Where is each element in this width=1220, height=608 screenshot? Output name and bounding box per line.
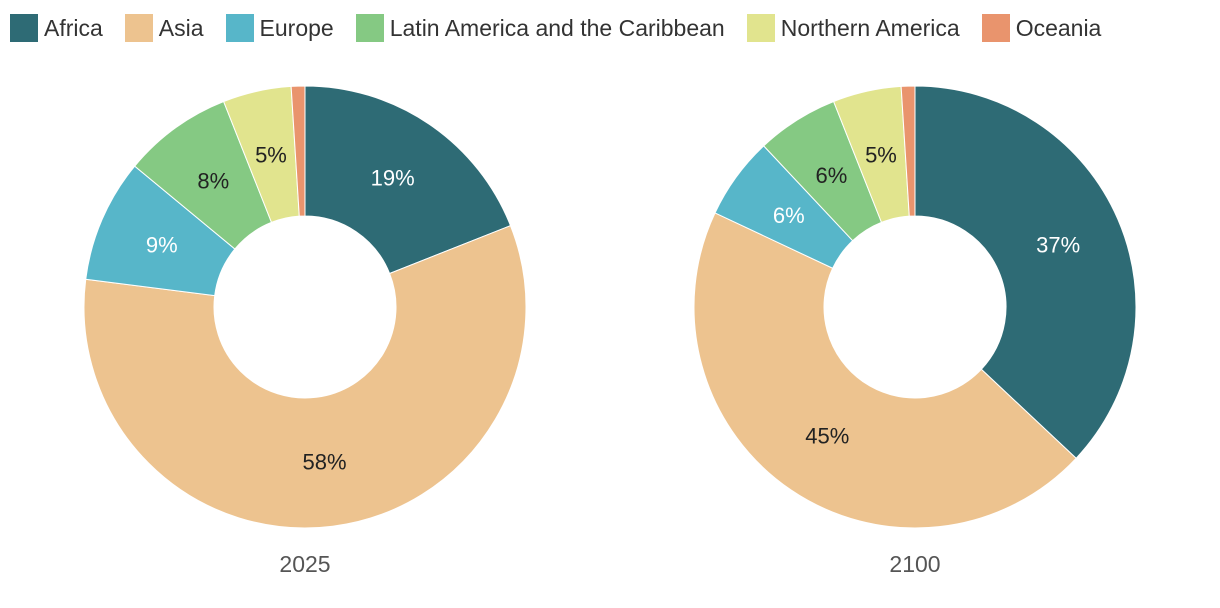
legend-swatch <box>124 14 153 42</box>
legend-label: Oceania <box>1015 14 1102 41</box>
legend-item-europe[interactable]: Europe <box>225 14 334 42</box>
slice-asia[interactable] <box>693 212 1077 529</box>
slice-oceania[interactable] <box>290 85 306 217</box>
slice-africa[interactable] <box>914 85 1137 459</box>
slice-label-northern-america: 5% <box>255 142 287 167</box>
legend-label: Europe <box>259 14 334 41</box>
legend-swatch <box>355 14 384 42</box>
slice-asia[interactable] <box>83 224 527 529</box>
chart-caption: 2025 <box>279 551 330 577</box>
legend-label: Northern America <box>780 14 960 41</box>
donut-chart-2100: 37% 45% 6% 6% 5% 2100 <box>693 85 1137 577</box>
legend-item-oceania[interactable]: Oceania <box>981 14 1102 42</box>
slice-label-asia: 58% <box>303 449 347 474</box>
slice-label-europe: 9% <box>146 233 178 258</box>
legend-swatch <box>10 14 38 42</box>
legend-label: Africa <box>44 14 103 41</box>
slice-label-northern-america: 5% <box>865 142 897 167</box>
legend-item-asia[interactable]: Asia <box>124 14 204 42</box>
donut-chart-2025: 19% 58% 9% 8% 5% 2025 <box>83 85 527 577</box>
legend-item-northern-america[interactable]: Northern America <box>746 14 960 42</box>
slice-label-latin-america-and-the-caribbean: 8% <box>197 168 229 193</box>
slice-label-africa: 19% <box>371 165 415 190</box>
slice-label-latin-america-and-the-caribbean: 6% <box>816 163 848 188</box>
legend-swatch <box>746 14 775 42</box>
slice-africa[interactable] <box>304 85 512 275</box>
legend-label: Latin America and the Caribbean <box>389 14 725 41</box>
legend-swatch <box>981 14 1010 42</box>
legend-item-africa[interactable]: Africa <box>10 14 103 42</box>
legend-swatch <box>225 14 254 42</box>
legend: Africa Asia Europe Latin America and the Ca… <box>10 12 1101 44</box>
slice-label-asia: 45% <box>805 424 849 449</box>
slice-oceania[interactable] <box>900 85 916 217</box>
chart-caption: 2100 <box>889 551 940 577</box>
slice-label-europe: 6% <box>773 203 805 228</box>
slice-label-africa: 37% <box>1036 233 1080 258</box>
legend-label: Asia <box>158 14 204 41</box>
legend-item-latin-america-and-the-caribbean[interactable]: Latin America and the Caribbean <box>355 14 725 42</box>
